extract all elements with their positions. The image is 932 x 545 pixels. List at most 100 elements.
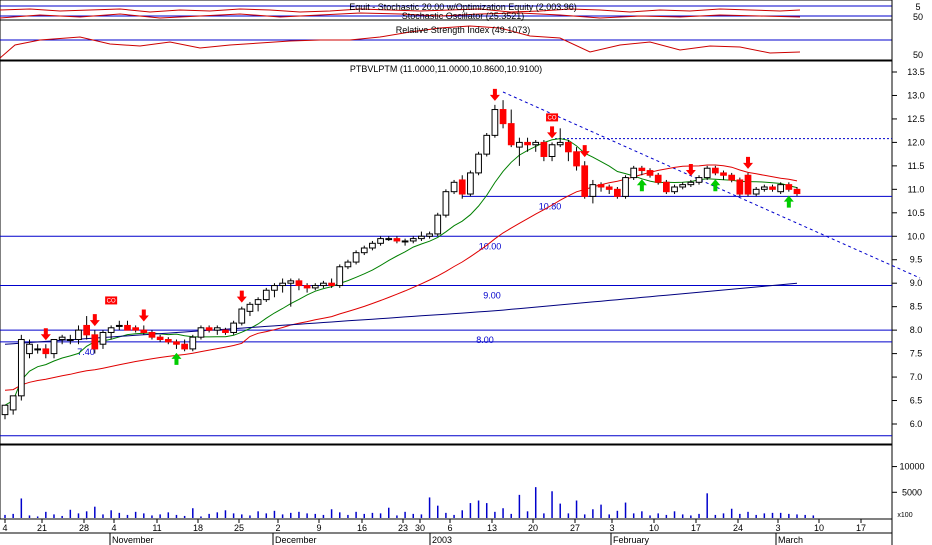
candle-body (246, 303, 254, 312)
candle-body (99, 331, 107, 345)
sell-arrow (489, 88, 500, 101)
price-tick-label: 10.0 (907, 231, 925, 241)
candle-body (524, 141, 531, 146)
price-tick-label: 13.0 (907, 90, 925, 100)
date-tick-label: 20 (528, 523, 538, 533)
ticker-title: PTBVLPTM (11.0000,11.0000,10.8600,10.910… (350, 64, 542, 74)
price-axis: 13.5 13.0 12.5 12.0 11.5 11.0 10.5 10.0 9.5 9.0 8.… (892, 67, 925, 429)
candle-body (287, 280, 295, 284)
candle-body (279, 282, 286, 287)
date-tick-label: 4 (111, 523, 116, 533)
candle-body (769, 186, 776, 190)
candle-body (711, 167, 719, 174)
month-label: 2003 (432, 535, 452, 545)
candle-body (581, 165, 589, 197)
candle-body (605, 186, 613, 190)
candle-body (671, 186, 678, 193)
rsi-label: Relative Strength Index (49.1073) (396, 25, 531, 35)
candle-body (115, 324, 123, 327)
candle-body (262, 289, 270, 301)
candle-body (58, 336, 66, 341)
candle-body (409, 238, 417, 242)
date-tick-label: 24 (733, 523, 743, 533)
price-tick-label: 12.0 (907, 137, 925, 147)
rsi-line (0, 25, 801, 59)
candle-body (336, 266, 344, 287)
candle-body (213, 327, 221, 331)
buy-arrow (783, 195, 794, 208)
date-tick-label: 27 (570, 523, 580, 533)
candle-body (66, 339, 74, 342)
candle-body (197, 327, 205, 338)
candle-body (148, 331, 156, 338)
rsi-scale-label: 50 (913, 50, 923, 60)
candle-body (352, 252, 360, 263)
candle-body (124, 324, 131, 331)
candle-body (573, 151, 580, 167)
candle-body (777, 184, 785, 193)
candle-body (173, 341, 180, 345)
month-label: November (112, 535, 154, 545)
candle-body (91, 334, 99, 350)
indicator-panels: Equit - Stochastic 20.00 w/Optimization … (0, 0, 923, 61)
candle-body (467, 172, 474, 195)
candle-body (50, 339, 58, 355)
candle-body (646, 170, 654, 176)
candle-body (426, 233, 433, 237)
price-tick-label: 6.0 (910, 419, 923, 429)
candle-body (548, 144, 556, 157)
co-badge (105, 296, 118, 305)
candle-body (107, 327, 115, 333)
date-tick-label: 3 (609, 523, 614, 533)
date-tick-label: 10 (814, 523, 824, 533)
candle-body (181, 343, 188, 350)
candle-body (663, 181, 670, 193)
candle-body (164, 339, 172, 343)
candle-body (328, 282, 335, 287)
candle-body (744, 174, 752, 195)
date-tick-label: 23 (398, 523, 408, 533)
candle-body (17, 339, 25, 397)
support-label: 10.00 (479, 241, 502, 251)
candle-body (450, 181, 458, 193)
candle-body (532, 141, 540, 146)
sell-arrow (579, 145, 590, 158)
candle-body (703, 167, 711, 179)
signals: CO CO (40, 88, 794, 365)
stochastic-label: Stochastic Oscillator (25.3521) (402, 11, 525, 21)
support-label: 9.00 (483, 291, 501, 301)
price-tick-label: 11.5 (908, 161, 925, 171)
support-label: 7.40 (77, 347, 95, 357)
equity-scale-label: 5 (915, 2, 920, 12)
support-label: 8.00 (476, 335, 494, 345)
date-tick-label: 21 (37, 523, 47, 533)
candle-body (189, 336, 197, 350)
candle-body (687, 181, 695, 186)
sell-arrow (236, 290, 247, 303)
date-tick-label: 3 (775, 523, 780, 533)
date-tick-label: 10 (649, 523, 659, 533)
candle-body (393, 238, 401, 242)
equity-label: Equit - Stochastic 20.00 w/Optimization … (349, 2, 577, 12)
candle-body (222, 329, 229, 333)
candle-body (140, 329, 148, 333)
candle-body (654, 174, 662, 183)
candle-body (630, 167, 638, 179)
candle-body (614, 188, 621, 197)
candle-body (638, 167, 646, 172)
candle-body (369, 242, 376, 249)
buy-arrow (636, 179, 647, 192)
month-label: February (613, 535, 650, 545)
month-label: December (275, 535, 317, 545)
candle-body (760, 186, 768, 190)
moving-averages (4, 138, 798, 406)
date-tick-label: 28 (79, 523, 89, 533)
equity-curve (0, 8, 801, 13)
volume-tick-label: 5000 (902, 487, 922, 497)
date-tick-label: 16 (357, 523, 367, 533)
date-tick-label: 4 (2, 523, 7, 533)
candle-body (75, 329, 82, 341)
volume-bars (4, 487, 815, 518)
candle-body (442, 191, 450, 216)
